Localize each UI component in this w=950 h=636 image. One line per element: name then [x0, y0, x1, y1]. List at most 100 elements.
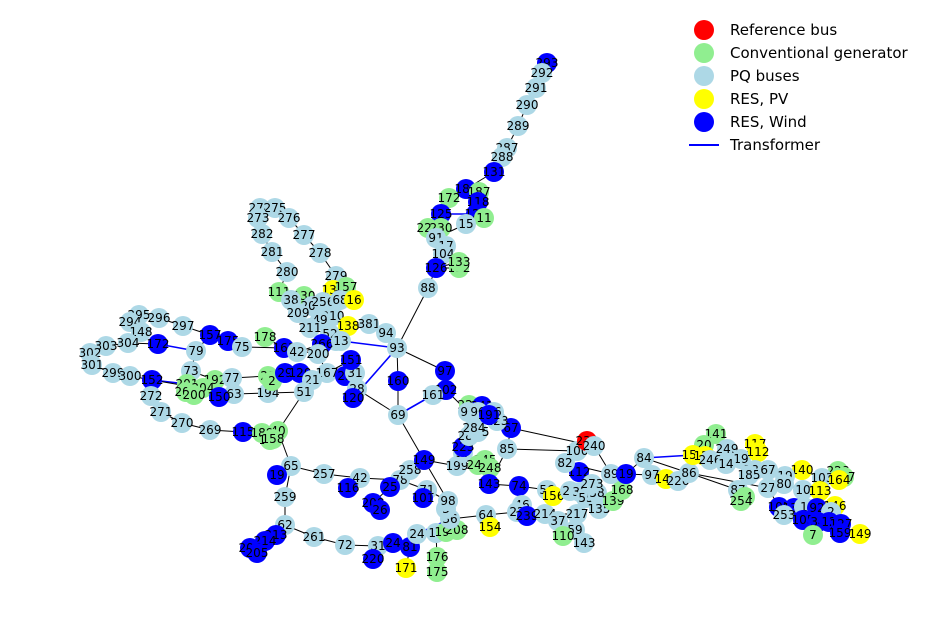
- bus-circle: [248, 208, 268, 228]
- bus-label: 24: [385, 536, 400, 550]
- bus-label: 19: [618, 467, 633, 481]
- bus-circle: [612, 480, 632, 500]
- bus-label: 80: [776, 477, 791, 491]
- bus-circle: [407, 524, 427, 544]
- bus-circle: [255, 327, 275, 347]
- bus-node-pv: 113: [809, 481, 831, 501]
- bus-label: 272: [140, 389, 163, 403]
- bus-node-pq: 297: [172, 316, 195, 336]
- bus-node-pv: 16: [344, 290, 364, 310]
- bus-circle: [96, 336, 116, 356]
- bus-circle: [427, 562, 447, 582]
- bus-node-pq: 258: [399, 460, 421, 480]
- bus-node-pq: 51: [294, 382, 314, 402]
- bus-label: 239: [516, 509, 539, 523]
- bus-node-wind: 157: [199, 325, 221, 345]
- bus-circle: [423, 385, 443, 405]
- bus-node-pq: 185: [738, 465, 760, 485]
- legend-label: Conventional generator: [730, 43, 908, 62]
- bus-circle: [634, 448, 654, 468]
- bus-circle: [149, 308, 169, 328]
- bus-label: 160: [387, 374, 410, 388]
- bus-label: 276: [278, 211, 301, 225]
- bus-node-pv: 149: [849, 524, 871, 544]
- bus-node-generator: 11: [474, 208, 494, 228]
- bus-circle: [294, 382, 314, 402]
- bus-label: 270: [171, 416, 194, 430]
- bus-circle: [173, 316, 193, 336]
- bus-circle: [567, 504, 587, 524]
- bus-label: 275: [264, 201, 287, 215]
- bus-label: 42: [352, 471, 367, 485]
- bus-label: 282: [251, 227, 274, 241]
- bus-circle: [317, 363, 337, 383]
- bus-label: 81: [402, 540, 417, 554]
- bus-label: 110: [552, 529, 575, 543]
- bus-label: 79: [188, 344, 203, 358]
- line-edge: [506, 448, 578, 452]
- bus-circle: [186, 341, 206, 361]
- bus-node-pq: 10: [793, 480, 813, 500]
- bus-node-pv: 156: [542, 486, 564, 506]
- bus-label: 101: [412, 491, 435, 505]
- bus-label: 164: [828, 473, 851, 487]
- bus-label: 297: [172, 319, 195, 333]
- bus-label: 69: [390, 408, 405, 422]
- bus-label: 246: [699, 453, 722, 467]
- bus-label: 143: [478, 477, 501, 491]
- bus-circle: [363, 549, 383, 569]
- bus-circle: [387, 338, 407, 358]
- bus-node-pq: 167: [316, 363, 338, 383]
- bus-node-wind: 116: [337, 478, 359, 498]
- bus-node-pq: 42: [287, 342, 307, 362]
- bus-label: 161: [422, 388, 445, 402]
- bus-circle: [359, 314, 379, 334]
- bus-node-pq: 200: [307, 344, 329, 364]
- bus-node-pq: 271: [150, 402, 172, 422]
- bus-circle: [601, 464, 621, 484]
- bus-label: 29: [277, 366, 292, 380]
- bus-node-pv: 112: [747, 442, 769, 462]
- bus-label: 72: [337, 538, 352, 552]
- bus-node-pv: 171: [395, 558, 417, 578]
- bus-circle: [209, 387, 229, 407]
- bus-circle: [277, 262, 297, 282]
- bus-node-pq: 281: [261, 242, 283, 262]
- bus-label: 14: [718, 457, 733, 471]
- bus-circle: [438, 491, 458, 511]
- bus-node-pq: 15: [456, 214, 476, 234]
- bus-node-pq: 84: [634, 448, 654, 468]
- bus-label: 16: [346, 293, 361, 307]
- bus-circle: [313, 292, 333, 312]
- bus-node-pq: 68: [330, 290, 350, 310]
- bus-circle: [279, 208, 299, 228]
- bus-circle: [200, 420, 220, 440]
- bus-node-wind: 19: [616, 464, 636, 484]
- bus-circle: [304, 527, 324, 547]
- bus-node-wind: 160: [387, 371, 410, 391]
- bus-node-generator: 172: [438, 188, 460, 208]
- bus-label: 301: [81, 358, 104, 372]
- bus-node-pq: 270: [171, 413, 194, 433]
- legend-marker: [684, 64, 724, 87]
- bus-node-wind: 150: [208, 387, 230, 407]
- bus-label: 209: [287, 306, 310, 320]
- bus-circle: [262, 242, 282, 262]
- bus-node-generator: 133: [448, 252, 471, 272]
- bus-circle: [294, 225, 314, 245]
- bus-node-pq: 86: [679, 463, 699, 483]
- bus-label: 7: [809, 528, 817, 542]
- bus-circle: [396, 558, 416, 578]
- bus-node-generator: 176: [426, 547, 448, 567]
- bus-label: 67: [503, 421, 518, 435]
- legend-item-pv: RES, PV: [684, 87, 908, 110]
- bus-node-wind: 149: [413, 450, 435, 470]
- bus-node-pq: 304: [117, 333, 139, 353]
- bus-circle: [497, 439, 517, 459]
- bus-node-pv: 138: [337, 316, 359, 336]
- bus-circle: [774, 474, 794, 494]
- bus-label: 133: [448, 255, 471, 269]
- bus-node-wind: 19: [267, 465, 287, 485]
- bus-circle: [184, 385, 204, 405]
- bus-node-wind: 125: [430, 204, 452, 224]
